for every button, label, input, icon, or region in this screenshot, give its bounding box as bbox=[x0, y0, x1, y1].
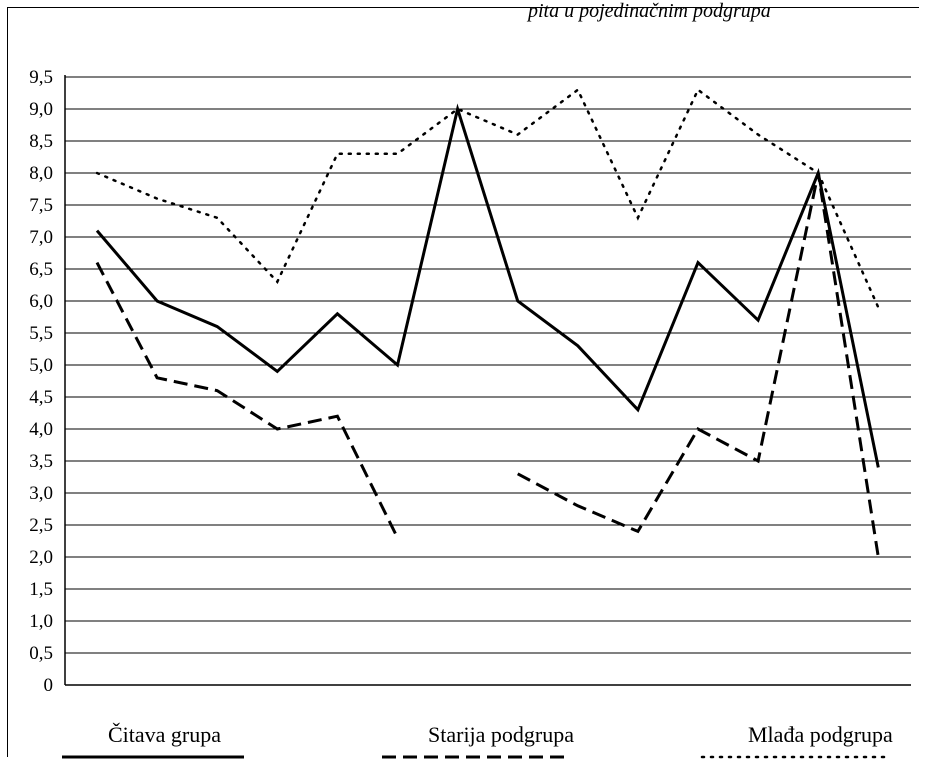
y-tick-label: 1,5 bbox=[29, 579, 53, 600]
y-tick-label: 0,5 bbox=[29, 643, 53, 664]
y-tick-label: 9,0 bbox=[29, 99, 53, 120]
series-lines bbox=[95, 87, 880, 558]
y-tick-label: 6,5 bbox=[29, 259, 53, 280]
y-tick-label: 5,0 bbox=[29, 355, 53, 376]
series-line-3 bbox=[95, 87, 880, 309]
partial-caption: pita u pojedinačnim podgrupa bbox=[528, 0, 771, 22]
y-tick-label: 4,5 bbox=[29, 387, 53, 408]
y-tick-label: 9,5 bbox=[29, 67, 53, 88]
y-tick-label: 6,0 bbox=[29, 291, 53, 312]
y-tick-label: 8,0 bbox=[29, 163, 53, 184]
y-tick-label: 5,5 bbox=[29, 323, 53, 344]
chart-frame: pita u pojedinačnim podgrupa bbox=[7, 0, 919, 757]
y-tick-label: 2,0 bbox=[29, 547, 53, 568]
legend-label: Starija podgrupa bbox=[428, 722, 574, 747]
y-tick-label: 1,0 bbox=[29, 611, 53, 632]
axes bbox=[64, 75, 911, 686]
y-tick-label: 7,5 bbox=[29, 195, 53, 216]
series-line-1 bbox=[95, 103, 880, 468]
legend: Čitava grupa Starija podgrupa Mlađa podgru… bbox=[62, 722, 893, 759]
y-tick-label: 2,5 bbox=[29, 515, 53, 536]
y-tick-label: 3,5 bbox=[29, 451, 53, 472]
y-tick-label: 4,0 bbox=[29, 419, 53, 440]
y-tick-label: 3,0 bbox=[29, 483, 53, 504]
legend-label: Čitava grupa bbox=[108, 722, 221, 747]
y-tick-label: 8,5 bbox=[29, 131, 53, 152]
y-tick-label: 0 bbox=[44, 675, 54, 696]
y-axis-tick-labels: 0 0,5 1,0 1,5 2,0 2,5 3,0 3,5 4,0 4,5 5,0 5,5 6,0 6,5… bbox=[29, 67, 53, 696]
legend-label: Mlađa podgrupa bbox=[748, 722, 893, 747]
grid-lines bbox=[65, 76, 911, 654]
y-tick-label: 7,0 bbox=[29, 227, 53, 248]
